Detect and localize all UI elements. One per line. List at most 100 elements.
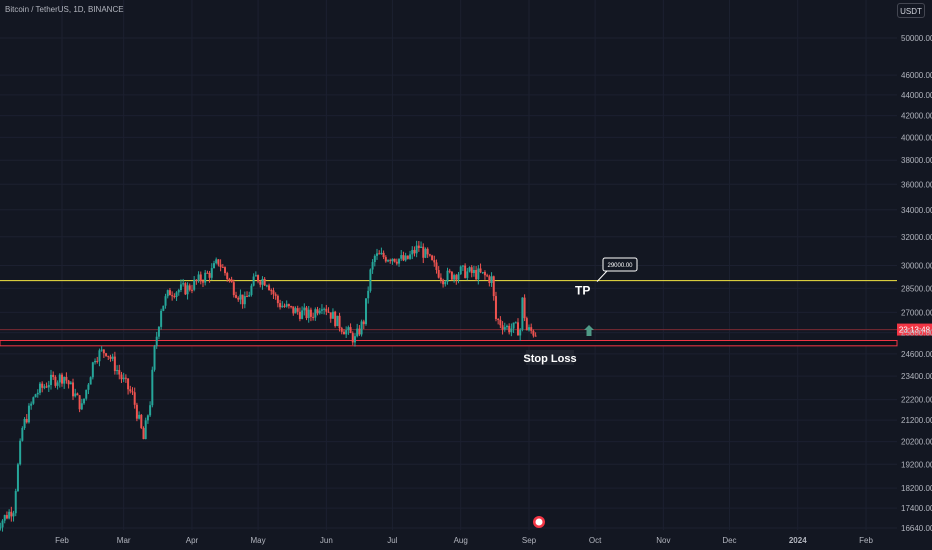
- candle-body: [89, 377, 92, 385]
- candle-body: [283, 305, 286, 307]
- candle-body: [129, 389, 132, 392]
- time-axis[interactable]: Feb Mar Apr May Jun Jul Aug Sep Oct Nov Dec 2024 Feb: [55, 536, 873, 545]
- candle-body: [155, 336, 158, 346]
- candle-body: [409, 254, 412, 259]
- candle-body: [157, 326, 160, 337]
- candle-body: [111, 356, 114, 359]
- candle-body: [466, 271, 469, 278]
- candle-body: [437, 269, 440, 278]
- candle-body: [52, 374, 55, 377]
- candle-body: [453, 275, 456, 280]
- candle-body: [444, 281, 447, 285]
- candle-body: [259, 281, 262, 285]
- candle-body: [219, 264, 222, 267]
- stop-loss-zone: [0, 340, 898, 347]
- candle-body: [402, 255, 405, 261]
- candle-body: [228, 279, 231, 281]
- candle-body: [250, 285, 253, 295]
- time-tick-label: Jul: [387, 536, 397, 545]
- current-price-badge: [897, 323, 932, 336]
- candle-body: [85, 389, 88, 399]
- candle-body: [461, 265, 464, 267]
- candle-body: [239, 294, 242, 300]
- candle-body: [25, 418, 28, 423]
- candle-body: [532, 330, 535, 336]
- candle-body: [450, 271, 453, 280]
- candle-body: [329, 312, 332, 319]
- candle-body: [127, 378, 130, 390]
- candle-body: [292, 306, 295, 314]
- price-tick-label: 20200.00: [901, 438, 932, 447]
- price-tick-label: 27000.00: [901, 308, 932, 317]
- candle-body: [153, 345, 156, 370]
- candle-body: [72, 382, 75, 397]
- candle-body: [162, 305, 165, 311]
- candle-body: [38, 383, 41, 393]
- candle-body: [400, 255, 403, 259]
- price-tick-label: 22200.00: [901, 396, 932, 405]
- candle-body: [431, 255, 434, 261]
- candle-body: [384, 257, 387, 262]
- candle-body: [525, 318, 528, 331]
- candle-body: [94, 360, 97, 363]
- candle-body: [182, 283, 185, 285]
- candle-body: [312, 316, 315, 318]
- candle-body: [528, 327, 530, 331]
- candle-body: [173, 296, 176, 298]
- candle-body: [472, 269, 475, 274]
- candle-body: [320, 309, 323, 311]
- candle-body: [276, 295, 279, 304]
- candle-body: [305, 307, 308, 319]
- candle-body: [364, 298, 367, 325]
- candle-body: [177, 290, 180, 293]
- candle-body: [459, 266, 462, 275]
- candle-body: [91, 362, 94, 378]
- price-tick-label: 21200.00: [901, 416, 932, 425]
- time-tick-label: Mar: [117, 536, 131, 545]
- time-tick-label: 2024: [789, 536, 807, 545]
- candle-body: [10, 511, 13, 517]
- candle-body: [521, 297, 524, 330]
- candle-body: [87, 384, 90, 390]
- candle-body: [433, 260, 436, 263]
- candle-body: [516, 322, 519, 336]
- candle-body: [318, 310, 321, 314]
- price-countdown: 23:13:48: [899, 326, 931, 335]
- candle-body: [505, 325, 508, 328]
- candle-body: [241, 294, 244, 305]
- candle-body: [420, 246, 423, 248]
- candle-body: [411, 249, 414, 255]
- price-axis[interactable]: 50000.00 46000.00 44000.00 42000.00 40000.00…: [901, 34, 932, 533]
- candle-body: [519, 329, 522, 336]
- candle-body: [272, 290, 275, 295]
- candle-body: [290, 306, 293, 308]
- candle-body: [426, 248, 429, 255]
- chart-pane[interactable]: [0, 0, 897, 530]
- candle-body: [54, 376, 57, 386]
- candle-body: [190, 289, 193, 291]
- price-tick-label: 18200.00: [901, 484, 932, 493]
- candle-body: [32, 397, 35, 404]
- candle-body: [149, 405, 152, 416]
- candle-body: [464, 265, 467, 278]
- price-tick-label: 38000.00: [901, 156, 932, 165]
- currency-button[interactable]: USDT: [897, 3, 925, 18]
- time-tick-label: Jun: [320, 536, 333, 545]
- candle-body: [376, 253, 379, 256]
- price-tick-label: 36000.00: [901, 180, 932, 189]
- candle-body: [215, 259, 218, 264]
- candle-body: [210, 268, 213, 278]
- candle-body: [144, 420, 147, 440]
- candle-body: [281, 305, 284, 308]
- candle-body: [217, 259, 220, 265]
- candle-body: [395, 261, 398, 264]
- time-tick-label: Oct: [589, 536, 602, 545]
- candle-body: [301, 310, 304, 319]
- symbol-title: Bitcoin / TetherUS, 1D, BINANCE: [5, 5, 124, 14]
- candle-body: [307, 309, 310, 319]
- candle-body: [349, 327, 352, 334]
- candle-body: [83, 398, 86, 404]
- candle-body: [254, 275, 257, 277]
- candle-body: [16, 464, 19, 492]
